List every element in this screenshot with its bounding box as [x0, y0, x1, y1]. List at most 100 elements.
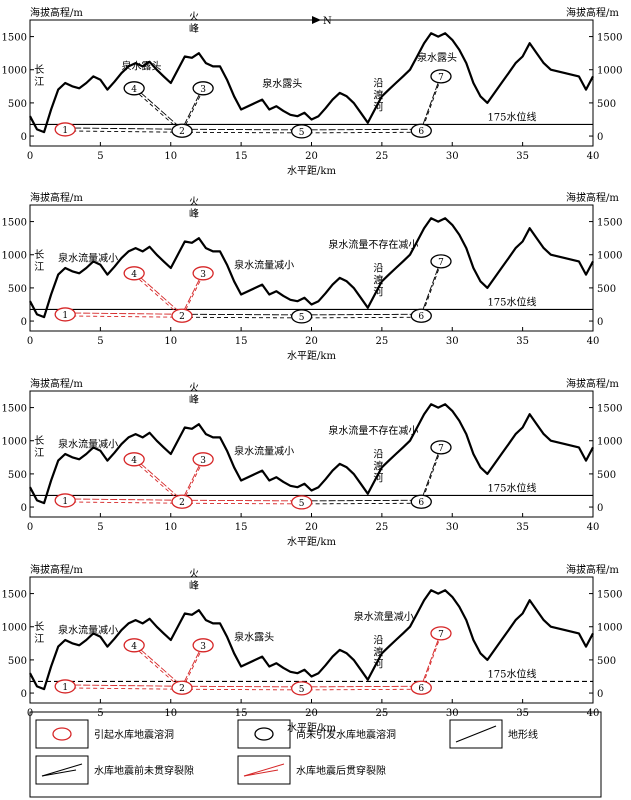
x-tick-label: 15 [235, 708, 248, 719]
karst-cave-4 [123, 452, 145, 467]
y-tick-label-left: 500 [8, 656, 27, 667]
karst-cave-5 [290, 495, 313, 510]
x-tick-label: 0 [27, 336, 33, 347]
x-tick-label: 30 [446, 336, 459, 347]
karst-cave-label-5: 5 [299, 128, 305, 138]
y-axis-right-title: 海拔高程/m [566, 191, 619, 204]
y-axis-right-title: 海拔高程/m [566, 563, 619, 576]
x-tick-label: 25 [376, 151, 389, 162]
karst-cave-label-5: 5 [299, 313, 305, 323]
fracture-line [133, 274, 183, 318]
karst-cave-label-5: 5 [299, 499, 305, 509]
x-tick-label: 15 [235, 336, 248, 347]
karst-cave-label-7: 7 [438, 444, 444, 454]
spring-annotation: 泉水流量减小 [58, 623, 118, 636]
y-tick-label-right: 0 [597, 503, 603, 514]
x-tick-label: 35 [516, 708, 529, 719]
karst-cave-7 [430, 440, 452, 455]
fracture-line [65, 127, 183, 130]
spring-annotation: 泉水流量减小 [354, 610, 414, 623]
karst-cave-3 [192, 81, 214, 96]
x-tick-label: 35 [516, 522, 529, 533]
river-label: 长江 [34, 64, 44, 88]
x-tick-label: 25 [376, 336, 389, 347]
y-tick-label-left: 0 [21, 689, 27, 700]
x-tick-label: 0 [27, 151, 33, 162]
x-tick-label: 40 [587, 522, 600, 533]
fracture-line [65, 315, 183, 318]
legend-label: 尚未引发水库地震溶洞 [296, 728, 396, 741]
fracture-line [301, 685, 422, 688]
legend-item-red-fracture: 水库地震后贯穿裂隙 [237, 755, 386, 785]
y-tick-label-left: 1000 [2, 623, 27, 634]
legend-label: 地形线 [508, 728, 538, 741]
spring-annotation: 泉水露头 [121, 60, 161, 73]
y-axis-left-title: 海拔高程/m [30, 377, 83, 390]
karst-cave-label-7: 7 [438, 630, 444, 640]
fracture-line [133, 643, 183, 687]
x-tick-label: 15 [235, 151, 248, 162]
y-tick-label-right: 0 [597, 689, 603, 700]
karst-cave-4 [123, 266, 145, 281]
x-tick-label: 25 [376, 522, 389, 533]
fracture-line [182, 316, 302, 319]
karst-cave-6 [410, 123, 432, 138]
y-axis-left-title: 海拔高程/m [30, 563, 83, 576]
y-tick-label-right: 1000 [597, 437, 622, 448]
fracture-line [181, 646, 204, 690]
fracture-line [420, 634, 442, 690]
legend-symbol-box [35, 755, 89, 785]
y-tick-label-right: 0 [597, 132, 603, 143]
karst-cave-label-4: 4 [131, 642, 137, 652]
karst-cave-label-2: 2 [179, 684, 185, 694]
karst-cave-label-5: 5 [299, 685, 305, 695]
fracture-line [420, 77, 442, 133]
y-axis-left-title: 海拔高程/m [30, 191, 83, 204]
legend-symbol-box [237, 755, 291, 785]
y-axis-left-title: 海拔高程/m [30, 6, 83, 19]
x-tick-label: 5 [97, 708, 103, 719]
y-tick-label-left: 500 [8, 284, 27, 295]
fracture-line [301, 131, 422, 134]
terrain-profile-line [29, 32, 594, 134]
karst-cave-5 [290, 124, 313, 139]
y-tick-label-right: 0 [597, 317, 603, 328]
fracture-line [182, 313, 302, 316]
y-tick-label-left: 500 [8, 99, 27, 110]
fracture-line [420, 74, 442, 130]
karst-cave-5 [290, 309, 313, 324]
fracture-line [301, 502, 422, 505]
fracture-line [133, 271, 183, 315]
spring-annotation: 泉水露头 [234, 631, 274, 644]
fracture-line [301, 128, 422, 131]
x-tick-label: 10 [164, 522, 177, 533]
karst-cave-label-6: 6 [418, 127, 424, 137]
legend-fracture-symbol [41, 763, 83, 777]
x-tick-label: 35 [516, 336, 529, 347]
y-tick-label-left: 1000 [2, 66, 27, 77]
y-tick-label-left: 0 [21, 317, 27, 328]
y-tick-label-left: 1000 [2, 437, 27, 448]
karst-cave-label-3: 3 [200, 270, 206, 280]
karst-cave-1 [54, 307, 76, 322]
x-tick-label: 20 [305, 336, 318, 347]
karst-cave-label-1: 1 [62, 683, 68, 693]
fracture-line [133, 460, 183, 504]
legend-cave-symbol [52, 727, 72, 741]
x-tick-label: 30 [446, 708, 459, 719]
water-level-label: 175水位线 [487, 481, 536, 494]
y-tick-label-left: 1000 [2, 251, 27, 262]
y-tick-label-left: 500 [8, 470, 27, 481]
fracture-line [420, 631, 442, 687]
karst-cave-2 [171, 308, 193, 323]
fracture-line [133, 86, 183, 130]
x-tick-label: 30 [446, 522, 459, 533]
fracture-line [65, 498, 183, 501]
karst-cave-2 [171, 123, 193, 138]
legend-symbol-box [449, 719, 503, 749]
spring-annotation: 泉水露头 [262, 77, 302, 90]
river2-label: 沿渡河 [373, 262, 383, 298]
